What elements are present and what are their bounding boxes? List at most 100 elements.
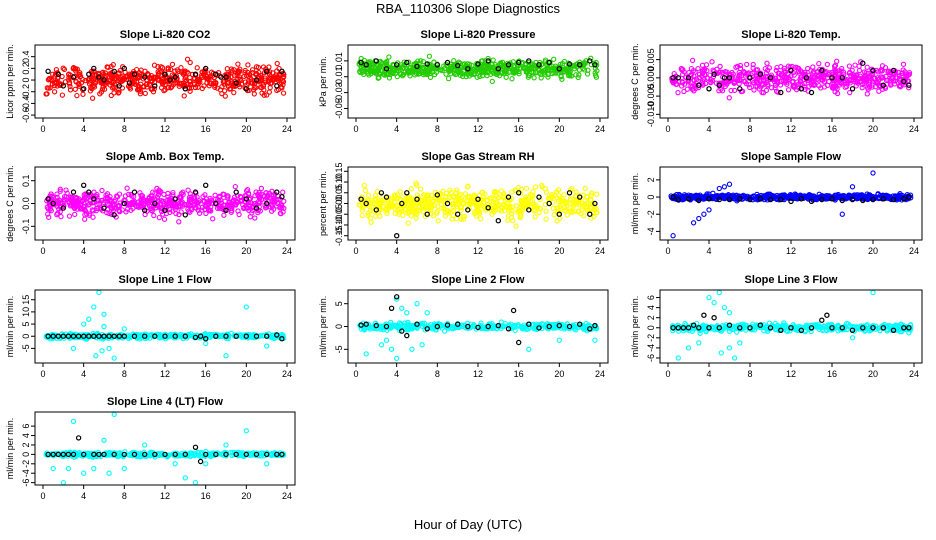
data-point (189, 71, 196, 78)
data-point (864, 85, 871, 91)
data-point (66, 200, 72, 206)
data-point (168, 198, 175, 205)
data-point (66, 213, 73, 219)
reference-point (218, 74, 224, 80)
data-point (725, 79, 731, 85)
data-point (705, 75, 711, 81)
reference-point (91, 65, 97, 72)
data-point (82, 208, 89, 214)
data-point (184, 69, 190, 75)
data-point (462, 191, 469, 197)
data-point (441, 63, 447, 69)
outlier-point (711, 299, 717, 306)
y-tick-label: 0 (646, 195, 656, 200)
data-point (591, 213, 597, 220)
data-point (731, 87, 738, 94)
data-point (552, 63, 559, 69)
x-tick-label: 20 (554, 124, 564, 134)
reference-point (45, 68, 51, 75)
outlier-point (424, 310, 430, 316)
reference-point (798, 86, 805, 92)
data-point (842, 79, 848, 86)
data-point (514, 62, 521, 69)
data-point (181, 93, 187, 99)
x-tick-label: 16 (201, 124, 211, 134)
reference-point (516, 59, 522, 66)
reference-point (116, 83, 123, 89)
data-point (77, 70, 83, 76)
outlier-point (690, 220, 697, 226)
data-point (178, 209, 184, 215)
reference-point (485, 58, 491, 64)
data-point (751, 69, 757, 75)
panel-title: Slope Li-820 CO2 (120, 29, 210, 41)
data-point (199, 74, 205, 80)
reference-point (394, 232, 400, 239)
data-point (58, 213, 64, 220)
data-point (48, 76, 54, 82)
data-point (443, 71, 449, 77)
data-point (149, 78, 155, 84)
data-point (523, 68, 530, 74)
data-point (490, 57, 496, 63)
outlier-point (91, 304, 97, 310)
data-point (176, 219, 182, 225)
outlier-point (399, 305, 405, 311)
data-point (357, 68, 363, 75)
reference-point (404, 59, 410, 66)
data-point (551, 212, 557, 218)
data-point (59, 92, 66, 98)
x-tick-label: 4 (81, 124, 86, 134)
data-point (760, 82, 766, 88)
y-tick-label: 0.15 (334, 163, 344, 181)
data-point (744, 61, 750, 68)
reference-point (264, 68, 270, 75)
reference-point (716, 82, 723, 88)
data-point (226, 199, 232, 205)
data-point (811, 68, 817, 75)
data-point (256, 69, 262, 76)
data-point (585, 67, 591, 73)
x-tick-label: 0 (353, 124, 358, 134)
data-point (203, 203, 209, 210)
data-point (92, 80, 99, 86)
reference-point (152, 83, 158, 89)
data-point (526, 63, 532, 69)
x-tick-label: 12 (160, 369, 170, 379)
data-point (689, 86, 696, 92)
data-point (90, 199, 97, 205)
data-point (763, 73, 769, 80)
y-axis-label: ml/min per min. (318, 296, 328, 358)
data-point (736, 77, 742, 84)
data-point (692, 69, 698, 75)
data-point (60, 65, 66, 71)
outlier-point (526, 346, 532, 352)
data-point (71, 202, 77, 208)
data-point (783, 75, 790, 81)
x-tick-label: 12 (160, 246, 170, 256)
data-point (711, 68, 717, 74)
data-point (101, 86, 108, 92)
reference-point (721, 75, 728, 81)
reference-point (880, 82, 887, 88)
data-point (194, 65, 200, 71)
data-point (529, 62, 535, 68)
data-point (832, 71, 838, 77)
x-tick-label: 8 (435, 124, 440, 134)
y-tick-label: 5 (334, 301, 344, 306)
data-point (161, 216, 168, 222)
data-point (669, 78, 675, 84)
reference-point (737, 86, 743, 92)
data-point (821, 84, 828, 90)
data-point (523, 185, 530, 192)
y-tick-label: 5 (21, 322, 31, 327)
data-point (87, 88, 94, 94)
panel-title: Slope Line 1 Flow (119, 274, 212, 286)
data-point (81, 192, 87, 198)
data-point (409, 65, 416, 72)
data-point (148, 203, 154, 209)
data-point (73, 198, 79, 204)
data-point (212, 84, 218, 90)
data-point (210, 216, 216, 222)
